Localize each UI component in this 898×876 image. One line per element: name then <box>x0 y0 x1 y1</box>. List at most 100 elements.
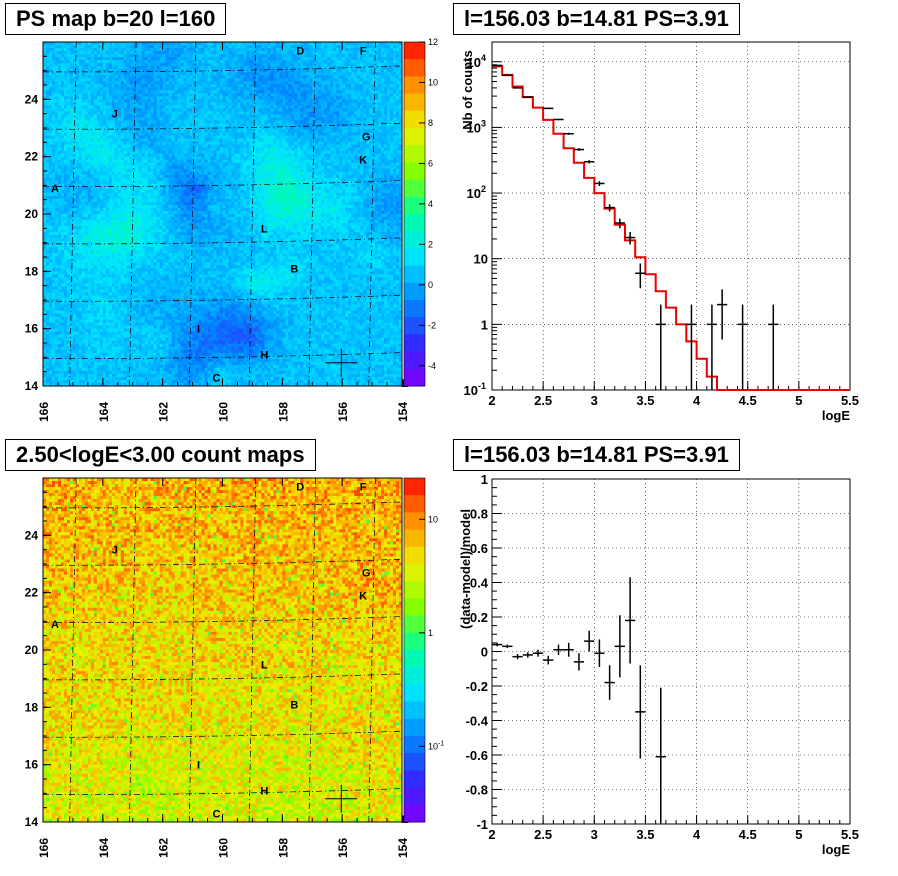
map-pixel <box>357 90 361 94</box>
map-pixel <box>186 129 190 133</box>
map-pixel <box>204 138 208 142</box>
map-pixel <box>162 111 167 115</box>
map-pixel <box>255 72 259 76</box>
map-pixel <box>309 96 313 100</box>
map-pixel <box>327 57 331 61</box>
map-pixel <box>90 51 95 55</box>
map-pixel <box>72 150 77 155</box>
map-pixel <box>393 63 397 67</box>
map-pixel <box>288 147 292 152</box>
map-pixel <box>288 153 292 158</box>
map-pixel <box>93 123 98 127</box>
map-pixel <box>57 108 62 112</box>
map-pixel <box>204 123 208 127</box>
map-pixel <box>162 90 167 94</box>
map-pixel <box>99 162 104 167</box>
map-pixel <box>384 153 388 158</box>
map-pixel <box>72 147 77 152</box>
map-pixel <box>360 48 364 52</box>
map-pixel <box>306 138 310 142</box>
map-pixel <box>210 96 214 100</box>
map-pixel <box>93 126 98 130</box>
map-pixel <box>294 117 298 121</box>
map-pixel <box>141 150 146 155</box>
map-pixel <box>186 135 190 139</box>
map-pixel <box>183 57 187 61</box>
map-pixel <box>45 99 50 103</box>
map-pixel <box>294 78 298 82</box>
map-pixel <box>201 78 205 82</box>
map-pixel <box>213 63 217 67</box>
map-pixel <box>111 135 116 139</box>
map-pixel <box>231 141 235 145</box>
map-pixel <box>66 123 71 127</box>
map-pixel <box>342 96 346 100</box>
map-pixel <box>360 81 364 85</box>
map-pixel <box>171 99 176 103</box>
map-pixel <box>186 111 190 115</box>
map-pixel <box>162 117 167 121</box>
map-pixel <box>270 81 274 85</box>
map-pixel <box>393 78 397 82</box>
map-pixel <box>291 69 295 73</box>
map-pixel <box>360 147 364 152</box>
map-pixel <box>309 159 313 164</box>
map-pixel <box>339 81 343 85</box>
map-pixel <box>360 102 364 106</box>
map-pixel <box>43 108 47 112</box>
map-pixel <box>141 141 146 145</box>
map-pixel <box>99 96 104 100</box>
map-pixel <box>87 162 92 167</box>
map-pixel <box>213 45 217 49</box>
map-pixel <box>99 126 104 130</box>
map-pixel <box>219 111 223 115</box>
map-pixel <box>231 90 235 94</box>
map-pixel <box>252 90 256 94</box>
map-pixel <box>249 141 253 145</box>
map-pixel <box>324 156 328 161</box>
map-pixel <box>147 162 152 167</box>
map-pixel <box>75 153 80 158</box>
map-pixel <box>237 102 241 106</box>
map-pixel <box>75 150 80 155</box>
map-pixel <box>336 108 340 112</box>
map-pixel <box>186 138 190 142</box>
map-pixel <box>273 84 277 88</box>
map-pixel <box>48 69 53 73</box>
map-pixel <box>141 42 146 46</box>
map-pixel <box>273 141 277 145</box>
map-pixel <box>246 66 250 70</box>
map-pixel <box>228 162 232 167</box>
map-pixel <box>354 120 358 124</box>
map-pixel <box>150 84 155 88</box>
map-pixel <box>375 123 379 127</box>
map-pixel <box>282 141 286 145</box>
map-pixel <box>390 93 394 97</box>
map-pixel <box>156 48 161 52</box>
map-pixel <box>381 87 385 91</box>
map-pixel <box>213 75 217 79</box>
map-pixel <box>231 120 235 124</box>
map-pixel <box>288 96 292 100</box>
map-pixel <box>351 75 355 79</box>
map-pixel <box>255 96 259 100</box>
map-pixel <box>285 129 289 133</box>
map-pixel <box>327 153 331 158</box>
map-pixel <box>315 108 319 112</box>
map-pixel <box>81 69 86 73</box>
map-pixel <box>273 111 277 115</box>
map-pixel <box>102 111 107 115</box>
map-pixel <box>309 87 313 91</box>
map-pixel <box>162 96 167 100</box>
map-pixel <box>165 123 170 127</box>
map-pixel <box>381 102 385 106</box>
map-pixel <box>144 45 149 49</box>
map-pixel <box>45 93 50 97</box>
map-pixel <box>147 42 152 46</box>
map-pixel <box>315 69 319 73</box>
map-pixel <box>159 69 164 73</box>
map-pixel <box>375 45 379 49</box>
map-pixel <box>87 102 92 106</box>
map-pixel <box>255 147 259 152</box>
map-pixel <box>330 156 334 161</box>
